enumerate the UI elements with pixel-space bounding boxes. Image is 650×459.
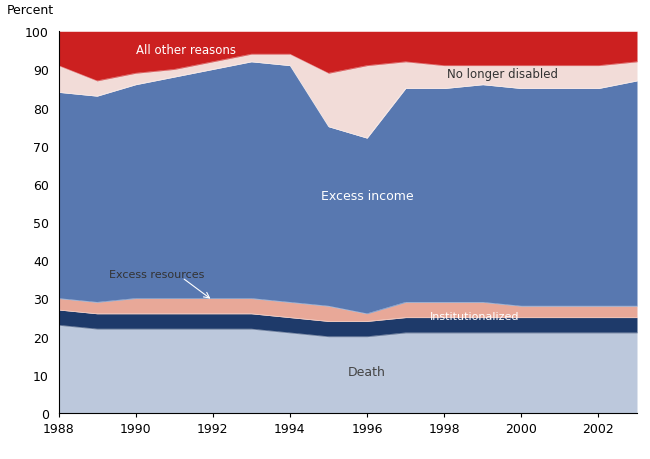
Text: Percent: Percent (6, 4, 53, 17)
Text: Excess resources: Excess resources (109, 269, 204, 279)
Text: All other reasons: All other reasons (136, 44, 236, 56)
Text: No longer disabled: No longer disabled (447, 67, 558, 80)
Text: Institutionalized: Institutionalized (430, 311, 520, 321)
Text: Death: Death (348, 365, 386, 378)
Text: Excess income: Excess income (320, 190, 413, 202)
